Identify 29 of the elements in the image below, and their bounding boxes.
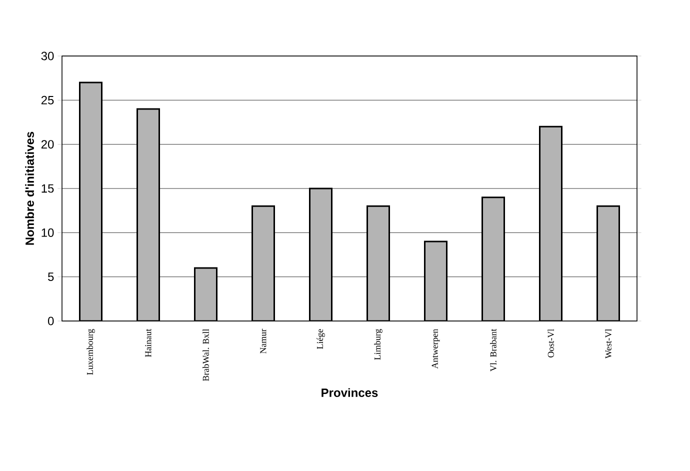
bar (482, 196, 506, 321)
bar (539, 126, 563, 321)
x-tick-label: Namur (260, 328, 266, 354)
x-tick-label: Hainaut (145, 328, 152, 358)
bar (596, 205, 620, 321)
y-tick-label: 20 (41, 140, 54, 149)
x-tick-label: Luxembourg (86, 328, 95, 375)
bar (309, 188, 332, 321)
y-axis-title: Nombre d'initiatives (25, 132, 34, 245)
bar (79, 82, 102, 321)
x-tick-label: Liége (316, 329, 325, 350)
x-tick-label: West-Vl (605, 328, 612, 359)
y-tick-label: 30 (41, 52, 54, 60)
x-axis-title: Provinces (322, 388, 378, 397)
y-tick-label: 0 (48, 316, 54, 326)
bar (194, 267, 218, 321)
x-tick-label: Limburg (374, 328, 382, 360)
y-tick-label: 25 (41, 96, 54, 104)
x-tick-label: BrabWal. Bxll (202, 328, 209, 382)
x-tick-label: Oost-Vl (548, 328, 554, 358)
x-tick-label: Vl. Brabant (490, 328, 496, 372)
y-tick-label: 5 (48, 272, 54, 282)
bar (366, 205, 390, 321)
y-tick-label: 15 (42, 184, 54, 193)
bar (252, 205, 275, 321)
bar (424, 240, 448, 321)
bar (136, 108, 160, 321)
x-tick-label: Antwerpen (432, 328, 440, 369)
y-tick-label: 10 (42, 228, 54, 237)
